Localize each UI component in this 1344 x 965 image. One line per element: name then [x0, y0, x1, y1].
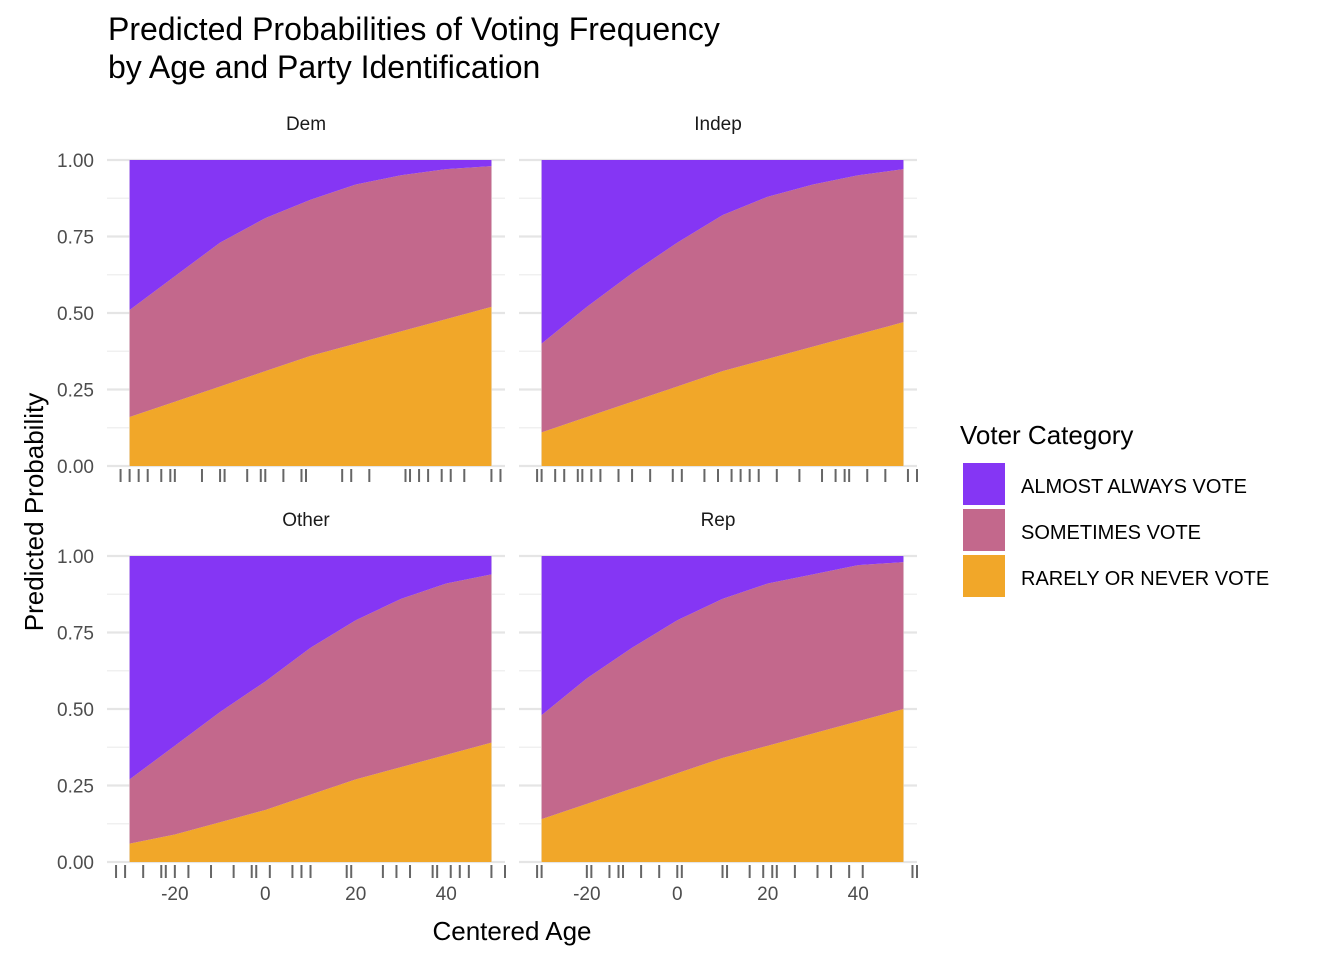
facet-panel-other: Other 0.00 0.25 0.50 0.75 1.00 -20 0 20 40 — [57, 510, 506, 905]
facet-strip-dem: Dem — [286, 114, 326, 135]
area-almost-always-vote — [129, 160, 492, 310]
legend-label-2: SOMETIMES VOTE — [1021, 522, 1201, 544]
legend: Voter Category ALMOST ALWAYS VOTE SOMETIME… — [960, 420, 1269, 597]
y-tick-label: 1.00 — [57, 151, 94, 172]
y-tick-label: 0.00 — [57, 853, 94, 874]
y-tick-label: 0.25 — [57, 381, 94, 402]
area-rarely-or-never-vote — [129, 742, 492, 862]
y-tick-label: 0.50 — [57, 700, 94, 721]
x-tick-label: -20 — [161, 884, 188, 905]
x-tick-label: 40 — [436, 884, 457, 905]
facet-strip-rep: Rep — [701, 510, 736, 531]
x-tick-label: 0 — [672, 884, 683, 905]
y-tick-label: 1.00 — [57, 547, 94, 568]
facet-strip-indep: Indep — [694, 114, 742, 135]
y-tick-label: 0.00 — [57, 457, 94, 478]
legend-key-2 — [963, 509, 1005, 551]
area-sometimes-vote — [129, 166, 492, 418]
area-almost-always-vote — [541, 556, 904, 716]
facet-panel-indep: Indep — [519, 114, 918, 482]
area-almost-always-vote — [129, 556, 492, 780]
legend-label-3: RARELY OR NEVER VOTE — [1021, 568, 1269, 590]
chart-title-line-2: by Age and Party Identification — [108, 49, 540, 85]
area-sometimes-vote — [541, 169, 904, 433]
legend-title: Voter Category — [960, 420, 1133, 450]
area-sometimes-vote — [541, 562, 904, 820]
area-rarely-or-never-vote — [541, 709, 904, 862]
legend-key-1 — [963, 463, 1005, 505]
y-tick-label: 0.50 — [57, 304, 94, 325]
y-tick-label: 0.75 — [57, 624, 94, 645]
legend-label-1: ALMOST ALWAYS VOTE — [1021, 476, 1247, 498]
facet-strip-other: Other — [282, 510, 330, 531]
area-rarely-or-never-vote — [541, 322, 904, 466]
area-almost-always-vote — [541, 160, 904, 344]
x-axis-title: Centered Age — [432, 916, 591, 946]
facet-panel-dem: Dem 0.00 0.25 0.50 0.75 1.00 — [57, 114, 505, 482]
chart-title-line-1: Predicted Probabilities of Voting Freque… — [108, 11, 720, 47]
x-tick-label: -20 — [573, 884, 600, 905]
area-rarely-or-never-vote — [129, 306, 492, 466]
legend-key-3 — [963, 555, 1005, 597]
y-axis-title: Predicted Probability — [19, 393, 49, 631]
x-tick-label: 0 — [260, 884, 271, 905]
area-sometimes-vote — [129, 574, 492, 844]
x-tick-label: 20 — [757, 884, 778, 905]
x-tick-label: 40 — [848, 884, 869, 905]
facet-panel-rep: Rep -20 0 20 40 — [519, 510, 918, 905]
y-tick-label: 0.25 — [57, 777, 94, 798]
x-tick-label: 20 — [345, 884, 366, 905]
y-tick-label: 0.75 — [57, 228, 94, 249]
